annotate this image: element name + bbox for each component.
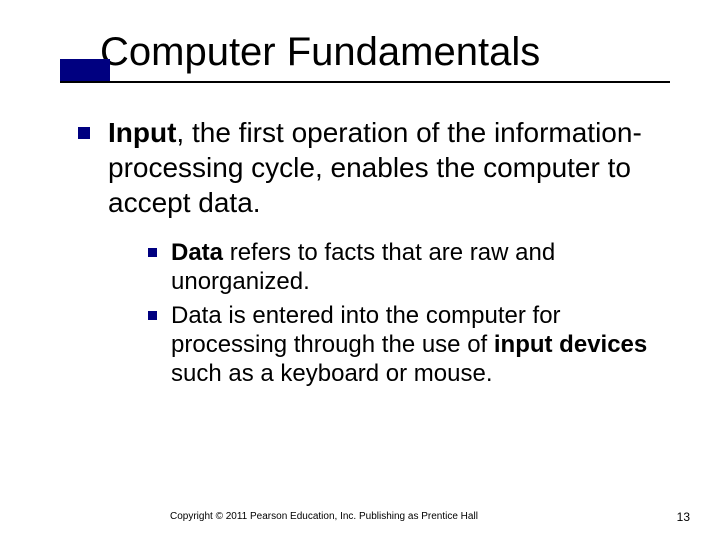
title-underline (60, 81, 670, 83)
content-area: Input, the first operation of the inform… (60, 115, 670, 388)
square-bullet-icon (78, 127, 90, 139)
bullet-level2: Data is entered into the computer for pr… (148, 301, 660, 389)
bullet-rest: , the first operation of the information… (108, 117, 642, 218)
bullet-level2-text: Data refers to facts that are raw and un… (171, 238, 660, 297)
bullet-level2-text: Data is entered into the computer for pr… (171, 301, 660, 389)
title-block: Computer Fundamentals (60, 30, 670, 83)
sub-bullet-group: Data refers to facts that are raw and un… (78, 238, 660, 388)
title-accent-bar (60, 59, 110, 81)
bullet-post: such as a keyboard or mouse. (171, 360, 493, 387)
bullet-level1: Input, the first operation of the inform… (78, 115, 660, 220)
bullet-level2: Data refers to facts that are raw and un… (148, 238, 660, 297)
bullet-rest: refers to facts that are raw and unorgan… (171, 239, 555, 295)
bold-term: Input (108, 117, 176, 148)
copyright-text: Copyright © 2011 Pearson Education, Inc.… (170, 511, 478, 522)
bullet-level1-text: Input, the first operation of the inform… (108, 115, 660, 220)
slide: Computer Fundamentals Input, the first o… (0, 0, 720, 540)
slide-title: Computer Fundamentals (60, 30, 670, 81)
square-bullet-icon (148, 311, 157, 320)
page-number: 13 (677, 510, 690, 524)
square-bullet-icon (148, 248, 157, 257)
bold-term: Data (171, 239, 223, 266)
bold-term: input devices (494, 331, 647, 358)
footer: Copyright © 2011 Pearson Education, Inc.… (0, 506, 720, 524)
